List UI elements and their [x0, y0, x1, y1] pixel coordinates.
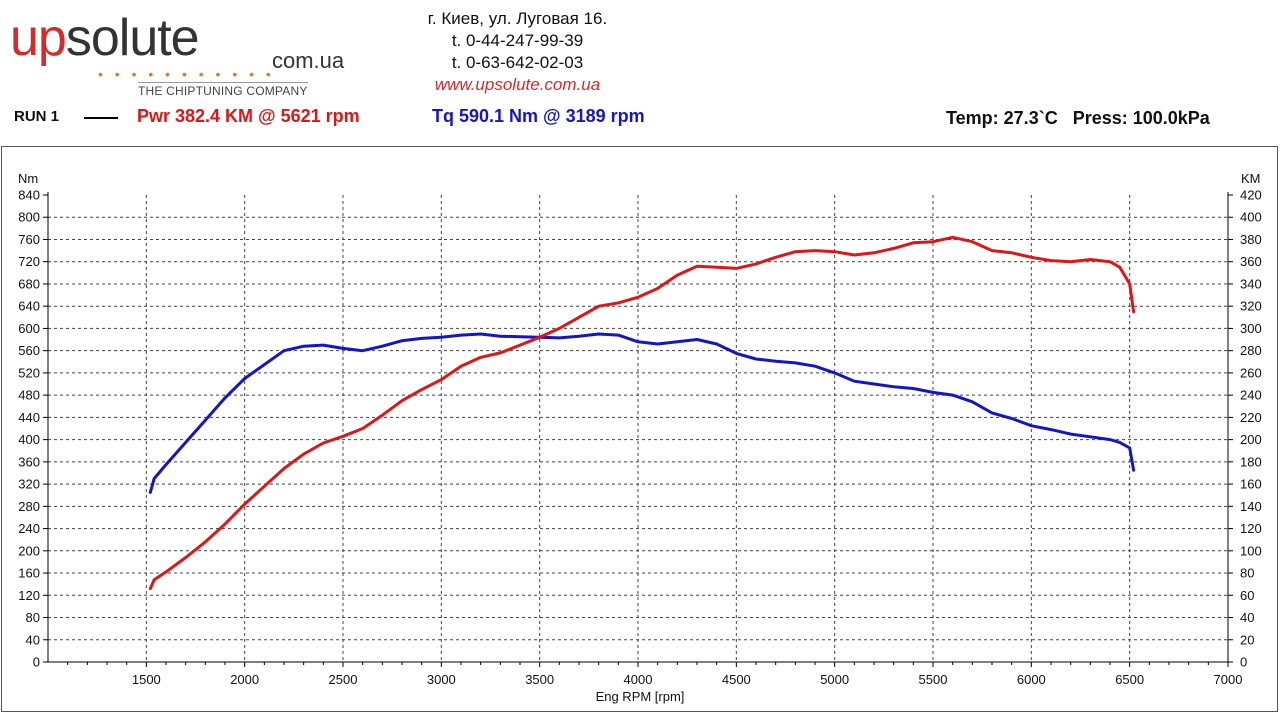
- y-right-tick-label-360: 360: [1240, 254, 1262, 269]
- y-right-tick-label-220: 220: [1240, 410, 1262, 425]
- x-tick-label-4000: 4000: [624, 672, 653, 687]
- logo-domain: com.ua: [272, 48, 345, 73]
- series-line-pwr: [148, 235, 1136, 591]
- y-right-tick-label-340: 340: [1240, 276, 1262, 291]
- y-right-tick-label-380: 380: [1240, 232, 1262, 247]
- y-right-tick-label-120: 120: [1240, 521, 1262, 536]
- y-left-tick-label-680: 680: [18, 276, 40, 291]
- y-right-tick-label-260: 260: [1240, 365, 1262, 380]
- series-line-tq: [148, 332, 1136, 494]
- y-left-tick-label-600: 600: [18, 321, 40, 336]
- phone-2: t. 0-63-642-02-03: [451, 53, 584, 72]
- torque-summary: Tq 590.1 Nm @ 3189 rpm: [432, 106, 645, 126]
- y-left-tick-label-840: 840: [18, 188, 40, 203]
- x-tick-label-6000: 6000: [1017, 672, 1046, 687]
- y-left-tick-label-640: 640: [18, 299, 40, 314]
- x-tick-label-5500: 5500: [919, 672, 948, 687]
- y-right-tick-label-100: 100: [1240, 543, 1262, 558]
- y-left-tick-label-800: 800: [18, 210, 40, 225]
- y-left-tick-label-200: 200: [18, 543, 40, 558]
- series-lines: [148, 235, 1136, 591]
- y-right-tick-label-80: 80: [1240, 566, 1254, 581]
- y-right-tick-label-40: 40: [1240, 610, 1254, 625]
- upsolute-logo: upsolute com.ua • • • • • • • • • • • TH…: [10, 8, 390, 100]
- logo-tagline: THE CHIPTUNING COMPANY: [138, 82, 308, 98]
- y-left-tick-label-760: 760: [18, 232, 40, 247]
- y-right-tick-label-400: 400: [1240, 210, 1262, 225]
- y-right-tick-label-320: 320: [1240, 299, 1262, 314]
- y-left-tick-label-360: 360: [18, 454, 40, 469]
- y-left-tick-label-480: 480: [18, 388, 40, 403]
- logo-wordmark: upsolute: [10, 9, 200, 67]
- x-tick-label-5000: 5000: [820, 672, 849, 687]
- x-tick-label-2000: 2000: [230, 672, 259, 687]
- y-right-tick-label-180: 180: [1240, 454, 1262, 469]
- y-left-tick-label-80: 80: [26, 610, 40, 625]
- tick-labels: 1500 2000 2500 3000 3500 4000 4500 5000 5500 6000…: [18, 188, 1261, 688]
- x-tick-label-3500: 3500: [525, 672, 554, 687]
- y-right-tick-label-60: 60: [1240, 588, 1254, 603]
- y-left-tick-label-40: 40: [26, 632, 40, 647]
- y-right-tick-label-20: 20: [1240, 632, 1254, 647]
- y-right-tick-label-240: 240: [1240, 388, 1262, 403]
- x-tick-label-4500: 4500: [722, 672, 751, 687]
- run-label: RUN 1: [14, 108, 60, 125]
- y-left-tick-label-120: 120: [18, 588, 40, 603]
- y-left-tick-label-160: 160: [18, 566, 40, 581]
- y-left-tick-label-720: 720: [18, 254, 40, 269]
- y-left-tick-label-280: 280: [18, 499, 40, 514]
- x-tick-label-3000: 3000: [427, 672, 456, 687]
- logo-dots-decoration: • • • • • • • • • • •: [98, 66, 275, 82]
- x-tick-label-1500: 1500: [132, 672, 161, 687]
- axes: [43, 192, 1233, 667]
- website-link[interactable]: www.upsolute.com.ua: [434, 75, 601, 94]
- y-left-tick-label-0: 0: [33, 655, 40, 670]
- grid-lines: [48, 195, 1228, 662]
- y-right-tick-label-140: 140: [1240, 499, 1262, 514]
- x-axis-label: Eng RPM [rpm]: [596, 689, 685, 704]
- y-axis-left-label: Nm: [18, 171, 38, 186]
- y-left-tick-label-520: 520: [18, 365, 40, 380]
- phone-1: t. 0-44-247-99-39: [451, 31, 584, 50]
- conditions-summary: Temp: 27.3`C Press: 100.0kPa: [946, 108, 1210, 128]
- x-tick-label-6500: 6500: [1115, 672, 1144, 687]
- contact-block: г. Киев, ул. Луговая 16. t. 0-44-247-99-…: [400, 8, 635, 96]
- y-left-tick-label-400: 400: [18, 432, 40, 447]
- y-left-tick-label-320: 320: [18, 477, 40, 492]
- y-right-tick-label-160: 160: [1240, 477, 1262, 492]
- y-right-tick-label-280: 280: [1240, 343, 1262, 358]
- x-tick-label-7000: 7000: [1214, 672, 1243, 687]
- address-line: г. Киев, ул. Луговая 16.: [427, 9, 608, 28]
- y-left-tick-label-240: 240: [18, 521, 40, 536]
- y-right-tick-label-0: 0: [1240, 655, 1247, 670]
- run-legend-line: [84, 117, 118, 119]
- y-axis-right-label: KM: [1241, 171, 1261, 186]
- x-tick-label-2500: 2500: [329, 672, 358, 687]
- y-right-tick-label-300: 300: [1240, 321, 1262, 336]
- power-summary: Pwr 382.4 KM @ 5621 rpm: [137, 106, 360, 126]
- y-left-tick-label-560: 560: [18, 343, 40, 358]
- y-right-tick-label-420: 420: [1240, 188, 1262, 203]
- y-right-tick-label-200: 200: [1240, 432, 1262, 447]
- chart-frame: [1, 146, 1278, 712]
- y-left-tick-label-440: 440: [18, 410, 40, 425]
